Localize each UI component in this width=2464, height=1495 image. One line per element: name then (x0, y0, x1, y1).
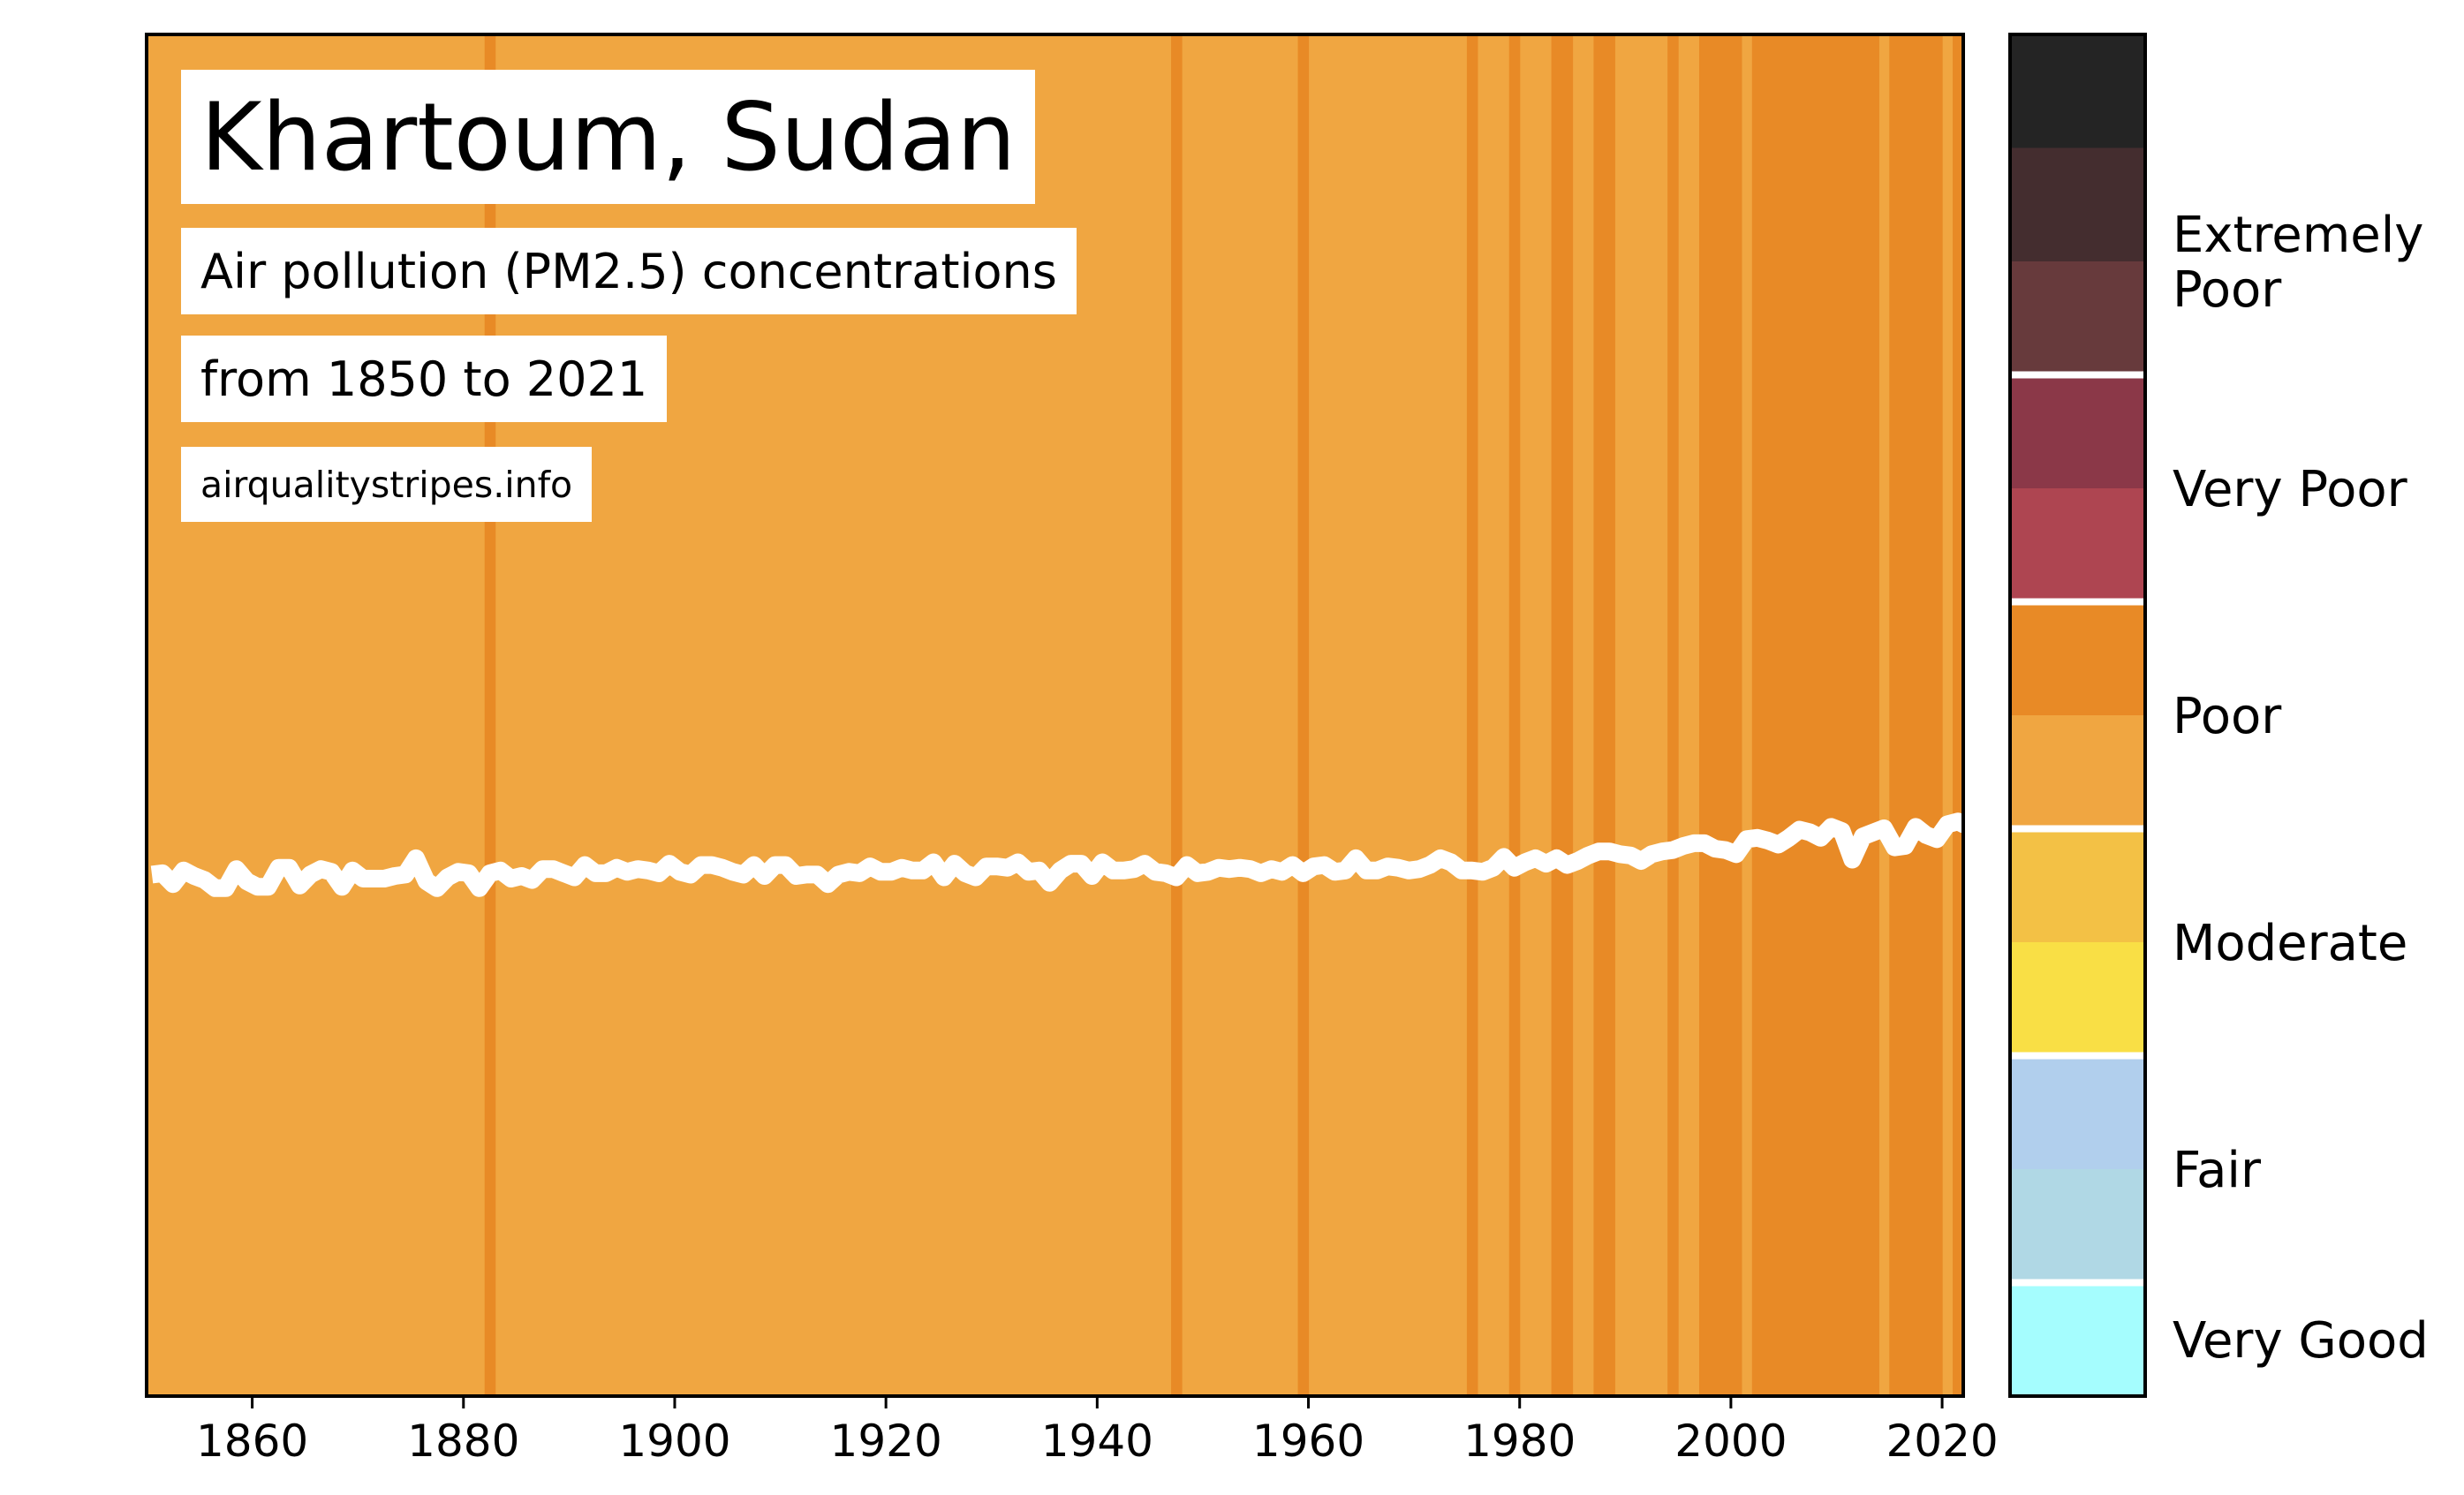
legend-label-1: Very Poor (2173, 461, 2408, 518)
stripe-2012 (1857, 34, 1869, 1396)
stripe-2004 (1772, 34, 1785, 1396)
date-range-text: from 1850 to 2021 (200, 351, 648, 407)
legend-swatch-4 (2010, 488, 2145, 603)
legend-labels: Extremely Poor Very Poor Poor Moderate Fair Ve… (2173, 207, 2429, 1370)
stripe-2007 (1804, 34, 1817, 1396)
legend-swatch-5 (2010, 601, 2145, 716)
stripe-2010 (1836, 34, 1848, 1396)
stripe-1959 (1297, 34, 1310, 1396)
legend-label-0: Extremely Poor (2173, 207, 2423, 319)
legend-swatch-11 (2010, 1282, 2145, 1397)
x-axis: 1860 1880 1900 1920 1940 1960 1980 2000 2020 (196, 1396, 1999, 1467)
legend-label-2: Poor (2173, 688, 2282, 745)
stripe-2011 (1847, 34, 1859, 1396)
stripe-2006 (1794, 34, 1806, 1396)
stripe-1979 (1508, 34, 1521, 1396)
stripe-2009 (1825, 34, 1838, 1396)
stripe-1998 (1709, 34, 1721, 1396)
x-tick-label-2000: 2000 (1674, 1416, 1787, 1467)
chart-title: Khartoum, Sudan (181, 70, 1036, 204)
legend-label-3: Moderate (2173, 915, 2407, 972)
stripe-2018 (1921, 34, 1932, 1396)
legend-swatch-10 (2010, 1169, 2145, 1284)
legend-frame (2008, 33, 2147, 1398)
legend-swatch-6 (2010, 715, 2145, 830)
legend-swatch-3 (2010, 374, 2145, 489)
source-label: airqualitystripes.info (181, 447, 593, 522)
x-tick-label-1880: 1880 (407, 1416, 519, 1467)
stripe-1975 (1466, 34, 1478, 1396)
stripes-group (484, 34, 1964, 1396)
chart-title-text: Khartoum, Sudan (200, 82, 1017, 192)
stripe-2019 (1931, 34, 1943, 1396)
stripe-2021 (1953, 34, 1964, 1396)
stripe-1983 (1551, 34, 1563, 1396)
stripe-1987 (1593, 34, 1605, 1396)
x-tick-label-1900: 1900 (618, 1416, 730, 1467)
legend-swatch-0 (2010, 34, 2145, 149)
stripe-2017 (1910, 34, 1922, 1396)
chart-subtitle: Air pollution (PM2.5) concentrations (181, 228, 1077, 314)
x-tick-label-1860: 1860 (196, 1416, 308, 1467)
pm25-trend-line (150, 810, 1972, 897)
legend-swatch-8 (2010, 942, 2145, 1057)
stripe-1997 (1699, 34, 1711, 1396)
legend-label-5: Very Good (2173, 1312, 2429, 1370)
x-tick-label-1940: 1940 (1041, 1416, 1153, 1467)
source-text: airqualitystripes.info (200, 463, 573, 506)
stripe-2008 (1815, 34, 1827, 1396)
legend-swatch-9 (2010, 1055, 2145, 1170)
date-range-label: from 1850 to 2021 (181, 336, 668, 422)
stripe-1999 (1720, 34, 1732, 1396)
stripe-2002 (1751, 34, 1764, 1396)
stripe-2015 (1889, 34, 1901, 1396)
legend-swatch-2 (2010, 261, 2145, 376)
stripe-1988 (1604, 34, 1615, 1396)
x-tick-label-2020: 2020 (1886, 1416, 1998, 1467)
legend-swatch-1 (2010, 147, 2145, 262)
legend-label-4: Fair (2173, 1142, 2262, 1199)
stripe-2016 (1900, 34, 1911, 1396)
stripe-1994 (1667, 34, 1679, 1396)
stripe-2005 (1783, 34, 1795, 1396)
stripe-2013 (1868, 34, 1879, 1396)
legend-colorbar (2010, 34, 2145, 1397)
stripe-1984 (1561, 34, 1574, 1396)
legend-swatch-7 (2010, 828, 2145, 943)
x-tick-label-1960: 1960 (1252, 1416, 1364, 1467)
x-tick-label-1920: 1920 (830, 1416, 942, 1467)
stripe-2003 (1762, 34, 1774, 1396)
chart-subtitle-text: Air pollution (PM2.5) concentrations (200, 243, 1057, 299)
plot-frame (145, 33, 1965, 1398)
stripe-2000 (1730, 34, 1742, 1396)
stripe-1947 (1171, 34, 1183, 1396)
x-tick-label-1980: 1980 (1463, 1416, 1576, 1467)
